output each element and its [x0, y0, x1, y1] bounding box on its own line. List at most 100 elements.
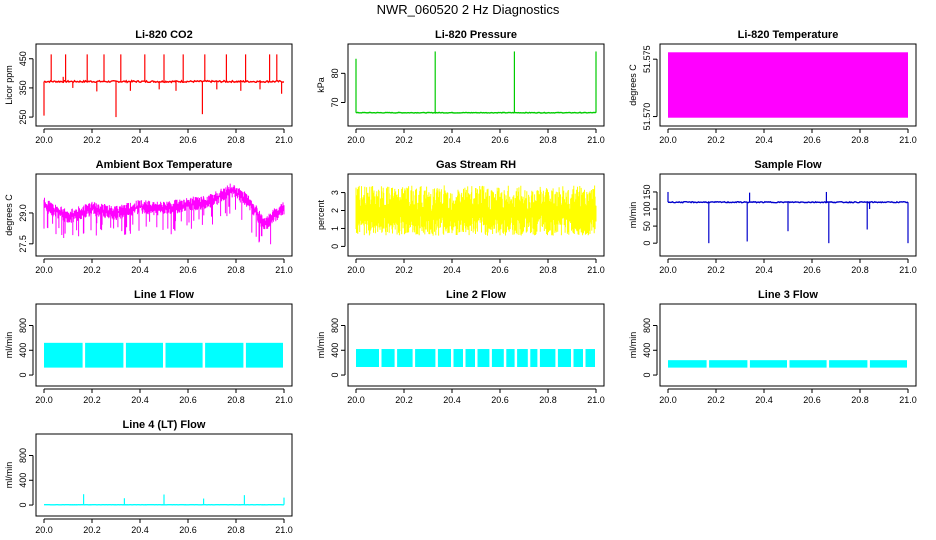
panel-title: Li-820 Pressure [435, 29, 517, 41]
series-baseline [667, 200, 909, 204]
data-marks [667, 191, 909, 244]
x-tick-label: 21.0 [275, 265, 293, 275]
data-band-segment [789, 360, 827, 368]
y-tick-label: 400 [642, 343, 652, 358]
panels-group: Li-820 CO2 Licor ppm 20.0 20.2 20.4 20.6 20.8 2… [4, 29, 917, 535]
panel-title: Line 4 (LT) Flow [123, 419, 206, 431]
y-tick-label: 0 [330, 373, 340, 378]
panel-title: Line 1 Flow [134, 289, 194, 301]
data-band-segment [506, 349, 515, 367]
plot-frame [35, 173, 293, 257]
x-tick-label: 21.0 [587, 135, 605, 145]
x-tick-label: 20.8 [539, 265, 557, 275]
data-band-segment [85, 342, 124, 368]
x-tick-label: 20.2 [83, 525, 101, 535]
x-tick-label: 20.6 [179, 265, 197, 275]
x-tick-label: 20.0 [35, 395, 53, 405]
x-tick-label: 20.0 [35, 265, 53, 275]
x-tick-label: 20.4 [131, 525, 149, 535]
panel-6: Sample Flow ml/min 20.0 20.2 20.4 20.6 20.8 21.… [628, 159, 917, 275]
x-tick-label: 20.2 [395, 395, 413, 405]
data-band-segment [829, 360, 868, 368]
y-tick-label: 50 [642, 221, 652, 231]
data-marks [356, 349, 595, 367]
y-tick-label: 800 [330, 318, 340, 333]
y-tick-label: 0 [330, 244, 340, 249]
x-tick-label: 20.4 [443, 135, 461, 145]
x-tick-label: 21.0 [275, 525, 293, 535]
data-band-segment [356, 349, 379, 367]
x-tick-label: 21.0 [899, 135, 917, 145]
y-tick-label: 0 [18, 373, 28, 378]
y-tick-label: 80 [330, 68, 340, 78]
series-trace [355, 185, 597, 236]
panel-5: Gas Stream RH percent 20.0 20.2 20.4 20.6 20.8… [316, 159, 605, 275]
y-tick-label: 0 [642, 373, 652, 378]
x-tick-label: 20.6 [803, 395, 821, 405]
y-axis-label: Licor ppm [4, 65, 14, 105]
panel-title: Line 2 Flow [446, 289, 506, 301]
y-axis-label: ml/min [628, 202, 638, 229]
x-tick-label: 20.0 [347, 135, 365, 145]
data-band-segment [668, 360, 707, 368]
x-tick-label: 20.6 [179, 135, 197, 145]
x-tick-label: 20.6 [803, 135, 821, 145]
x-tick-label: 20.2 [707, 135, 725, 145]
y-tick-label: 29.0 [18, 204, 28, 222]
x-tick-label: 21.0 [275, 135, 293, 145]
y-tick-label: 51.570 [642, 103, 652, 131]
y-axis-label: ml/min [316, 332, 326, 359]
y-tick-label: 250 [18, 110, 28, 125]
x-tick-label: 20.8 [851, 265, 869, 275]
x-tick-label: 20.0 [347, 395, 365, 405]
data-marks [668, 360, 907, 368]
panel-title: Gas Stream RH [436, 159, 516, 171]
y-tick-label: 0 [642, 241, 652, 246]
x-tick-label: 20.2 [83, 395, 101, 405]
data-marks [355, 185, 597, 236]
x-tick-label: 20.4 [443, 265, 461, 275]
series-trace [43, 183, 285, 245]
y-tick-label: 150 [642, 184, 652, 199]
y-tick-label: 350 [18, 80, 28, 95]
y-tick-label: 0 [18, 503, 28, 508]
x-tick-label: 20.6 [491, 265, 509, 275]
data-band-segment [709, 360, 748, 368]
data-band-segment [44, 342, 83, 368]
data-band-segment [557, 349, 571, 367]
panel-9: Line 3 Flow ml/min 20.0 20.2 20.4 20.6 20.8 21.… [628, 289, 917, 405]
x-tick-label: 20.6 [491, 135, 509, 145]
panel-7: Line 1 Flow ml/min 20.0 20.2 20.4 20.6 20.8 21.… [4, 289, 293, 405]
data-marks [44, 342, 283, 368]
y-tick-label: 27.5 [18, 235, 28, 253]
data-band-segment [437, 349, 451, 367]
x-tick-label: 20.2 [707, 265, 725, 275]
data-marks [668, 52, 908, 118]
panel-title: Li-820 CO2 [135, 29, 192, 41]
y-tick-label: 70 [330, 97, 340, 107]
panel-2: Li-820 Pressure kPa 20.0 20.2 20.4 20.6 20.8 21… [316, 29, 605, 145]
data-marks [43, 183, 285, 245]
x-tick-label: 20.6 [491, 395, 509, 405]
x-tick-label: 20.0 [659, 135, 677, 145]
data-marks [355, 51, 597, 114]
data-band-segment [539, 349, 556, 367]
data-band-segment [749, 360, 787, 368]
plot-frame [35, 303, 293, 387]
plot-frame [659, 173, 917, 257]
x-tick-label: 20.2 [83, 135, 101, 145]
panel-3: Li-820 Temperature degrees C 20.0 20.2 20.4 2… [628, 29, 917, 145]
y-tick-label: 1 [330, 226, 340, 231]
x-tick-label: 20.0 [35, 525, 53, 535]
x-tick-label: 21.0 [899, 265, 917, 275]
y-axis-label: ml/min [4, 462, 14, 489]
x-tick-label: 20.2 [395, 135, 413, 145]
x-tick-label: 20.0 [659, 265, 677, 275]
x-tick-label: 20.8 [539, 135, 557, 145]
y-axis-label: ml/min [4, 332, 14, 359]
x-tick-label: 20.0 [35, 135, 53, 145]
x-tick-label: 20.4 [131, 395, 149, 405]
x-tick-label: 21.0 [587, 395, 605, 405]
x-tick-label: 20.4 [755, 265, 773, 275]
